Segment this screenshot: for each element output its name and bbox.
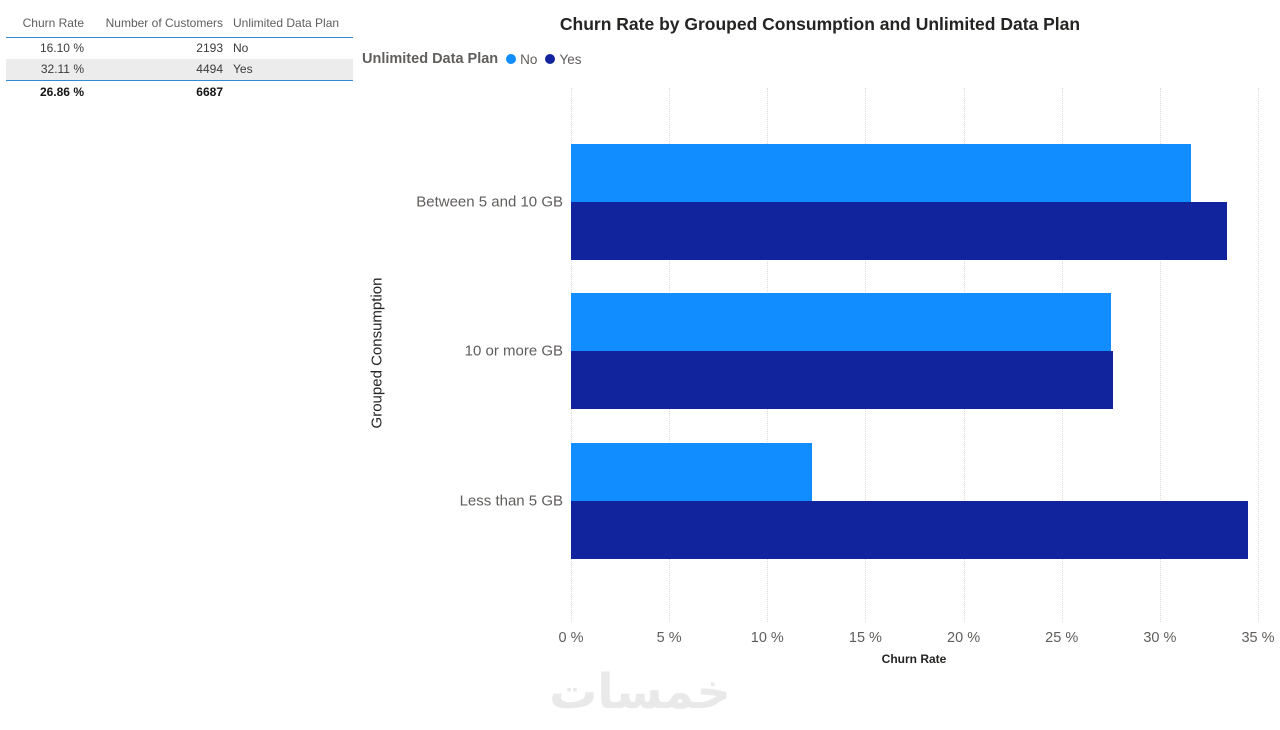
x-tick-label: 0 %: [558, 630, 584, 646]
gridline-35%: [1258, 88, 1259, 622]
gridline-30%: [1159, 88, 1161, 622]
bar-no-0[interactable]: [571, 144, 1192, 202]
cell-plan: No: [233, 41, 249, 55]
x-tick-label: 5 %: [656, 630, 682, 646]
cell-customers: 2193: [196, 41, 223, 55]
chart-title: Churn Rate by Grouped Consumption and Un…: [559, 14, 1081, 34]
bar-no-2[interactable]: [571, 443, 813, 501]
plot-area: 0 % 5 % 10 % 15 % 20 % 25 % 30 % 35 %: [559, 88, 1275, 646]
total-plan: [223, 81, 353, 103]
table-body: 16.10 % 2193 No 32.11 % 4494 Yes: [6, 38, 353, 80]
table-header-churn-rate[interactable]: Churn Rate: [22, 16, 84, 30]
category-axis: Between 5 and 10 GB 10 or more GB Less tha…: [363, 88, 563, 622]
table-row[interactable]: 32.11 % 4494 Yes: [6, 59, 353, 80]
x-tick-label: 15 %: [848, 630, 882, 646]
category-label: 10 or more GB: [464, 342, 563, 360]
x-tick-label: 20 %: [947, 630, 981, 646]
legend-dot-no: [506, 54, 517, 64]
legend-item-yes[interactable]: Yes: [545, 52, 581, 67]
x-tick-label: 30 %: [1143, 630, 1177, 646]
category-label: Less than 5 GB: [459, 492, 563, 510]
bar-yes-2[interactable]: [571, 501, 1249, 559]
table-total-row: 26.86 % 6687: [6, 80, 353, 103]
cell-plan: Yes: [233, 62, 253, 76]
legend-label: Yes: [559, 51, 582, 67]
cell-churn-rate: 16.10 %: [39, 41, 84, 55]
summary-table: Churn Rate Number of Customers Unlimited…: [6, 10, 353, 103]
table-row[interactable]: 16.10 % 2193 No: [6, 38, 353, 59]
x-axis-title: Churn Rate: [881, 652, 947, 666]
bar-yes-0[interactable]: [571, 202, 1227, 260]
legend-dot-yes: [545, 54, 556, 64]
table-header-number-of-customers[interactable]: Number of Customers: [105, 16, 223, 30]
watermark-khamsat-logo: خمسات: [549, 664, 731, 720]
cell-customers: 4494: [196, 62, 223, 76]
legend: Unlimited Data Plan No Yes: [362, 51, 581, 67]
table-header-row: Churn Rate Number of Customers Unlimited…: [6, 10, 353, 38]
bar-yes-1[interactable]: [571, 351, 1113, 409]
legend-label: No: [520, 51, 538, 67]
total-churn-rate: 26.86 %: [39, 85, 84, 99]
x-tick-label: 25 %: [1045, 630, 1079, 646]
table-header-unlimited-data-plan[interactable]: Unlimited Data Plan: [233, 16, 340, 30]
cell-churn-rate: 32.11 %: [40, 62, 84, 76]
bar-no-1[interactable]: [571, 293, 1111, 351]
category-label: Between 5 and 10 GB: [416, 193, 563, 211]
legend-title: Unlimited Data Plan: [362, 51, 499, 67]
legend-item-no[interactable]: No: [506, 52, 537, 67]
total-customers: 6687: [196, 85, 223, 99]
x-tick-label: 10 %: [750, 630, 784, 646]
x-tick-label: 35 %: [1241, 630, 1275, 646]
